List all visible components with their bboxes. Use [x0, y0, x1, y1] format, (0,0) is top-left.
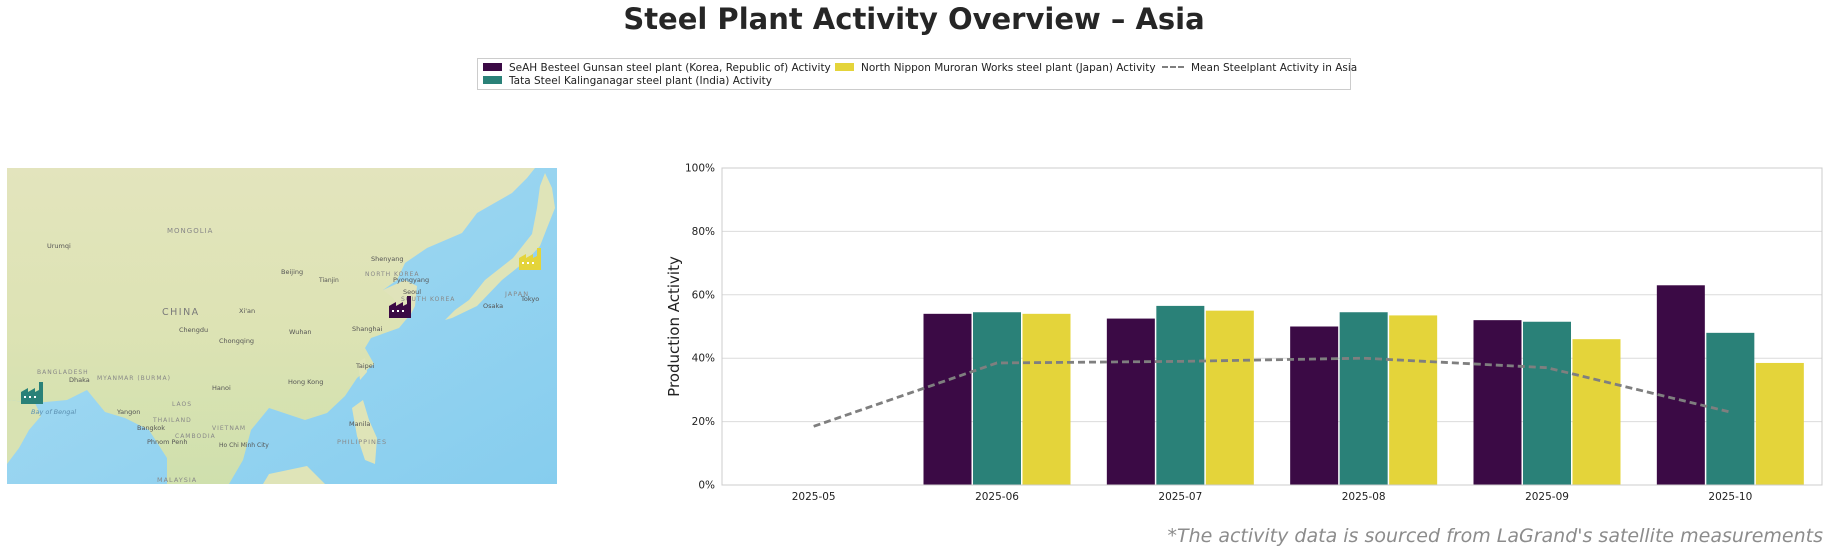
bar: [923, 313, 972, 485]
legend-swatch-seah: [483, 63, 502, 71]
legend-swatch-tata: [483, 76, 502, 84]
legend-label-mean: Mean Steelplant Activity in Asia: [1191, 62, 1358, 74]
x-tick-label: 2025-05: [792, 491, 836, 503]
bar: [1389, 315, 1438, 485]
map-label: Hong Kong: [288, 378, 323, 386]
map-label: Ho Chi Minh City: [219, 442, 269, 449]
map-borneo: [263, 466, 325, 484]
bar: [1523, 321, 1571, 485]
map-label: Tokyo: [520, 295, 539, 303]
map-label: Chengdu: [179, 326, 208, 334]
y-tick-label: 80%: [692, 226, 715, 238]
bar: [1022, 313, 1071, 485]
map-label: Bay of Bengal: [31, 408, 76, 416]
map-philippines: [352, 400, 377, 464]
chart-title: Steel Plant Activity Overview – Asia: [623, 2, 1205, 36]
x-axis-ticks: 2025-05 2025-06 2025-07 2025-08 2025-09 2025-…: [792, 491, 1753, 503]
factory-icon: [519, 248, 541, 270]
bar: [1290, 326, 1339, 485]
legend-item-mean: Mean Steelplant Activity in Asia: [1162, 61, 1357, 75]
map-label: Hanoi: [212, 384, 231, 392]
x-tick-label: 2025-07: [1158, 491, 1202, 503]
map-label: THAILAND: [152, 417, 192, 424]
map-india: [7, 400, 41, 464]
map-japan: [445, 173, 555, 320]
y-tick-label: 40%: [692, 353, 715, 365]
footnote: *The activity data is sourced from LaGra…: [1167, 525, 1823, 547]
map-label: Xi'an: [239, 307, 255, 315]
map-label: Seoul: [403, 288, 421, 296]
mean-line-group: [813, 356, 1731, 428]
map-label: Beijing: [281, 268, 303, 276]
legend-dash-mean: [1162, 66, 1184, 68]
x-tick-label: 2025-10: [1708, 491, 1752, 503]
bar: [1106, 318, 1155, 485]
map-label: Shenyang: [371, 255, 403, 263]
map-label: Shanghai: [352, 325, 383, 333]
x-tick-label: 2025-06: [975, 491, 1019, 503]
y-axis-label: Production Activity: [665, 256, 683, 397]
y-tick-label: 60%: [692, 289, 715, 301]
map-label: Tianjin: [318, 277, 339, 284]
bar: [1156, 305, 1205, 485]
map-label: NORTH KOREA: [365, 271, 419, 278]
plot-frame: [721, 167, 1823, 486]
legend-item-tata: Tata Steel Kalinganagar steel plant (Ind…: [483, 74, 772, 88]
legend-label-seah: SeAH Besteel Gunsan steel plant (Korea, …: [509, 62, 831, 74]
map-label: CAMBODIA: [175, 433, 216, 440]
x-tick-label: 2025-09: [1525, 491, 1569, 503]
y-tick-label: 0%: [698, 480, 715, 492]
map-label: Phnom Penh: [147, 438, 187, 446]
map-label: JAPAN: [504, 290, 529, 298]
bar: [1339, 312, 1388, 485]
bar: [1473, 320, 1522, 485]
legend: SeAH Besteel Gunsan steel plant (Korea, …: [477, 58, 1357, 90]
map-label: Urumqi: [47, 242, 71, 250]
factory-icon: [389, 296, 411, 318]
map-label: CHINA: [162, 307, 200, 318]
map-label: PHILIPPINES: [337, 438, 387, 446]
map-label: MALAYSIA: [157, 476, 197, 484]
x-tick-label: 2025-08: [1342, 491, 1386, 503]
map-label: Osaka: [483, 302, 503, 310]
map-label: Yangon: [116, 408, 140, 416]
bar: [1572, 339, 1621, 485]
bar: [973, 312, 1021, 485]
map-taiwan: [358, 358, 367, 380]
map-labels: MONGOLIA Urumqi Shenyang Beijing Tianjin…: [31, 227, 539, 484]
y-axis-ticks: 0% 20% 40% 60% 80% 100%: [685, 163, 715, 492]
map-mainland: [7, 168, 535, 484]
map-label: Manila: [349, 420, 370, 428]
map-label: MYANMAR (BURMA): [97, 375, 171, 382]
y-tick-label: 20%: [692, 416, 715, 428]
map-label: Taipei: [355, 362, 375, 370]
map-label: BANGLADESH: [37, 369, 89, 376]
factory-icon: [21, 382, 43, 404]
map-label: LAOS: [172, 401, 192, 408]
map-label: MONGOLIA: [167, 227, 213, 235]
legend-item-seah: SeAH Besteel Gunsan steel plant (Korea, …: [483, 61, 831, 75]
bar: [1656, 285, 1705, 485]
legend-swatch-muroran: [835, 63, 854, 71]
legend-label-muroran: North Nippon Muroran Works steel plant (…: [861, 62, 1156, 74]
map-label: SOUTH KOREA: [401, 296, 455, 303]
bar: [1205, 310, 1254, 485]
bars: [923, 285, 1804, 485]
bar: [1755, 362, 1804, 485]
map-label: Dhaka: [69, 376, 90, 384]
map-label: Chongqing: [219, 337, 254, 345]
mean-line: [813, 356, 1731, 428]
legend-item-muroran: North Nippon Muroran Works steel plant (…: [835, 61, 1156, 75]
legend-label-tata: Tata Steel Kalinganagar steel plant (Ind…: [509, 75, 772, 87]
map-label: Wuhan: [289, 328, 312, 336]
map-label: VIETNAM: [212, 425, 246, 432]
map-label: Bangkok: [137, 424, 165, 432]
map-label: Pyongyang: [393, 276, 429, 284]
asia-map: MONGOLIA Urumqi Shenyang Beijing Tianjin…: [7, 168, 557, 484]
y-tick-label: 100%: [685, 163, 715, 175]
